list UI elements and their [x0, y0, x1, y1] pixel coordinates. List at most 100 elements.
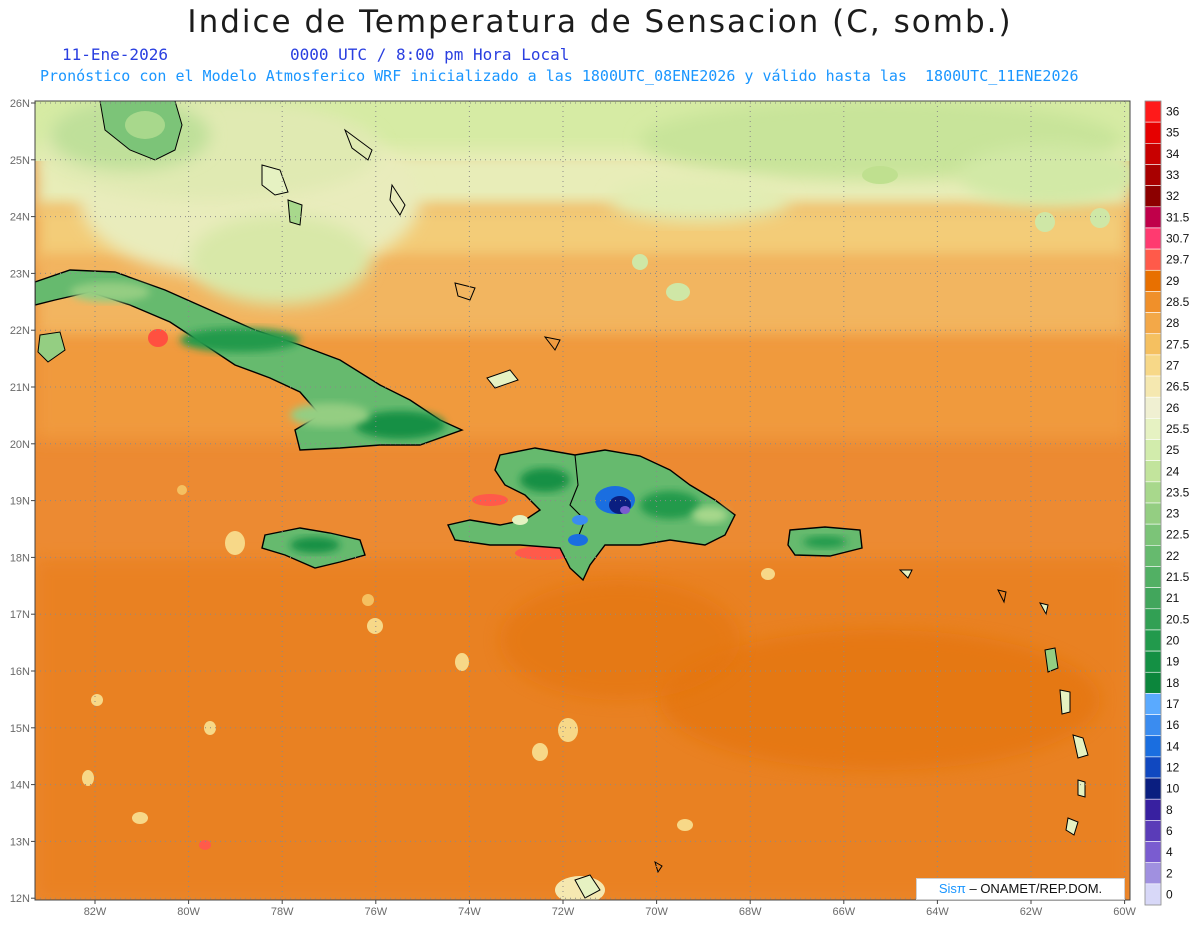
colorbar-label: 16	[1166, 718, 1180, 732]
valid-time: 0000 UTC / 8:00 pm Hora Local	[290, 45, 570, 64]
lon-tick-label: 78W	[271, 906, 294, 918]
credit-box: Sisπ – ONAMET/REP.DOM.	[916, 878, 1125, 900]
colorbar-swatch	[1144, 545, 1162, 567]
colorbar-label: 30.7	[1166, 232, 1190, 246]
colorbar-label: 20	[1166, 634, 1180, 648]
forecast-note: Pronóstico con el Modelo Atmosferico WRF…	[40, 67, 1079, 85]
lon-tick-label: 60W	[1113, 906, 1136, 918]
colorbar-swatch	[1144, 460, 1162, 483]
lat-tick-label: 23N	[10, 268, 30, 280]
lon-tick-label: 68W	[739, 906, 762, 918]
colorbar-swatch	[1144, 587, 1162, 610]
colorbar-label: 17	[1166, 697, 1180, 711]
colorbar-swatch	[1144, 100, 1162, 123]
colorbar-label: 24	[1166, 464, 1180, 478]
graticule	[31, 101, 1130, 904]
lat-tick-label: 16N	[10, 666, 30, 678]
colorbar-label: 27	[1166, 358, 1180, 372]
colorbar-label: 22.5	[1166, 528, 1190, 542]
colorbar-swatch	[1144, 439, 1162, 461]
lon-tick-label: 66W	[832, 906, 855, 918]
colorbar-swatch	[1144, 269, 1162, 292]
lat-tick-label: 12N	[10, 893, 30, 905]
lon-tick-label: 82W	[84, 906, 107, 918]
colorbar: 363534333231.530.729.72928.52827.52726.5…	[1144, 100, 1190, 906]
colorbar-swatch	[1144, 248, 1162, 271]
colorbar-label: 2	[1166, 866, 1173, 880]
lat-tick-label: 26N	[10, 98, 30, 110]
heat-field	[35, 101, 1130, 900]
colorbar-swatch	[1144, 629, 1162, 652]
lon-tick-label: 64W	[926, 906, 949, 918]
colorbar-label: 27.5	[1166, 337, 1190, 351]
lon-tick-label: 72W	[552, 906, 575, 918]
colorbar-label: 25	[1166, 443, 1180, 457]
colorbar-label: 28.5	[1166, 295, 1190, 309]
colorbar-swatch	[1144, 227, 1162, 250]
colorbar-swatch	[1144, 143, 1162, 165]
colorbar-swatch	[1144, 418, 1162, 440]
colorbar-swatch	[1144, 735, 1162, 758]
colorbar-label: 22	[1166, 549, 1180, 563]
colorbar-swatch	[1144, 756, 1162, 779]
colorbar-label: 20.5	[1166, 612, 1190, 626]
colorbar-label: 33	[1166, 168, 1180, 182]
colorbar-swatch	[1144, 671, 1162, 694]
colorbar-label: 4	[1166, 845, 1173, 859]
colorbar-swatch	[1144, 798, 1162, 821]
colorbar-label: 8	[1166, 803, 1173, 817]
lon-tick-label: 80W	[177, 906, 200, 918]
colorbar-label: 21.5	[1166, 570, 1190, 584]
colorbar-swatch	[1144, 206, 1162, 229]
longitude-ticks: 82W 80W 78W 76W 74W 72W 70W 68W 66W 64W 62W 60W	[84, 906, 1137, 918]
lat-tick-label: 13N	[10, 836, 30, 848]
map-title: Indice de Temperatura de Sensacion (C, s…	[187, 4, 1013, 40]
lat-tick-label: 18N	[10, 552, 30, 564]
colorbar-label: 21	[1166, 591, 1180, 605]
colorbar-swatch	[1144, 396, 1162, 419]
colorbar-swatch	[1144, 333, 1162, 356]
colorbar-label: 26.5	[1166, 380, 1190, 394]
lon-tick-label: 76W	[364, 906, 387, 918]
lat-tick-label: 14N	[10, 780, 30, 792]
lat-tick-label: 21N	[10, 382, 30, 394]
colorbar-swatch	[1144, 164, 1162, 186]
lat-tick-label: 24N	[10, 212, 30, 224]
colorbar-swatch	[1144, 714, 1162, 737]
colorbar-swatch	[1144, 608, 1162, 631]
lat-tick-label: 20N	[10, 439, 30, 451]
colorbar-label: 10	[1166, 782, 1180, 796]
colorbar-swatch	[1144, 502, 1162, 525]
colorbar-swatch	[1144, 777, 1162, 800]
lat-tick-label: 15N	[10, 723, 30, 735]
colorbar-label: 36	[1166, 105, 1180, 119]
colorbar-swatch	[1144, 566, 1162, 588]
colorbar-swatch	[1144, 185, 1162, 208]
colorbar-label: 32	[1166, 189, 1180, 203]
colorbar-label: 19	[1166, 655, 1180, 669]
colorbar-label: 6	[1166, 824, 1173, 838]
colorbar-swatch	[1144, 883, 1162, 906]
colorbar-label: 28	[1166, 316, 1180, 330]
lon-tick-label: 62W	[1020, 906, 1043, 918]
colorbar-label: 31.5	[1166, 210, 1190, 224]
colorbar-label: 29	[1166, 274, 1180, 288]
colorbar-swatch	[1144, 523, 1162, 546]
colorbar-swatch	[1144, 375, 1162, 398]
plot-frame	[34, 100, 1131, 901]
lon-tick-label: 74W	[458, 906, 481, 918]
credit-brand: Sisπ	[938, 881, 966, 896]
latitude-ticks: 26N 25N 24N 23N 22N 21N 20N 19N 18N 17N 16N 15N 14N 1…	[10, 98, 30, 905]
lat-tick-label: 22N	[10, 325, 30, 337]
colorbar-swatch	[1144, 481, 1162, 504]
colorbar-label: 23	[1166, 507, 1180, 521]
colorbar-label: 26	[1166, 401, 1180, 415]
colorbar-label: 18	[1166, 676, 1180, 690]
colorbar-label: 0	[1166, 887, 1173, 901]
colorbar-swatch	[1144, 650, 1162, 673]
lat-tick-label: 19N	[10, 496, 30, 508]
lon-tick-label: 70W	[645, 906, 668, 918]
colorbar-swatch	[1144, 354, 1162, 377]
colorbar-swatch	[1144, 291, 1162, 313]
